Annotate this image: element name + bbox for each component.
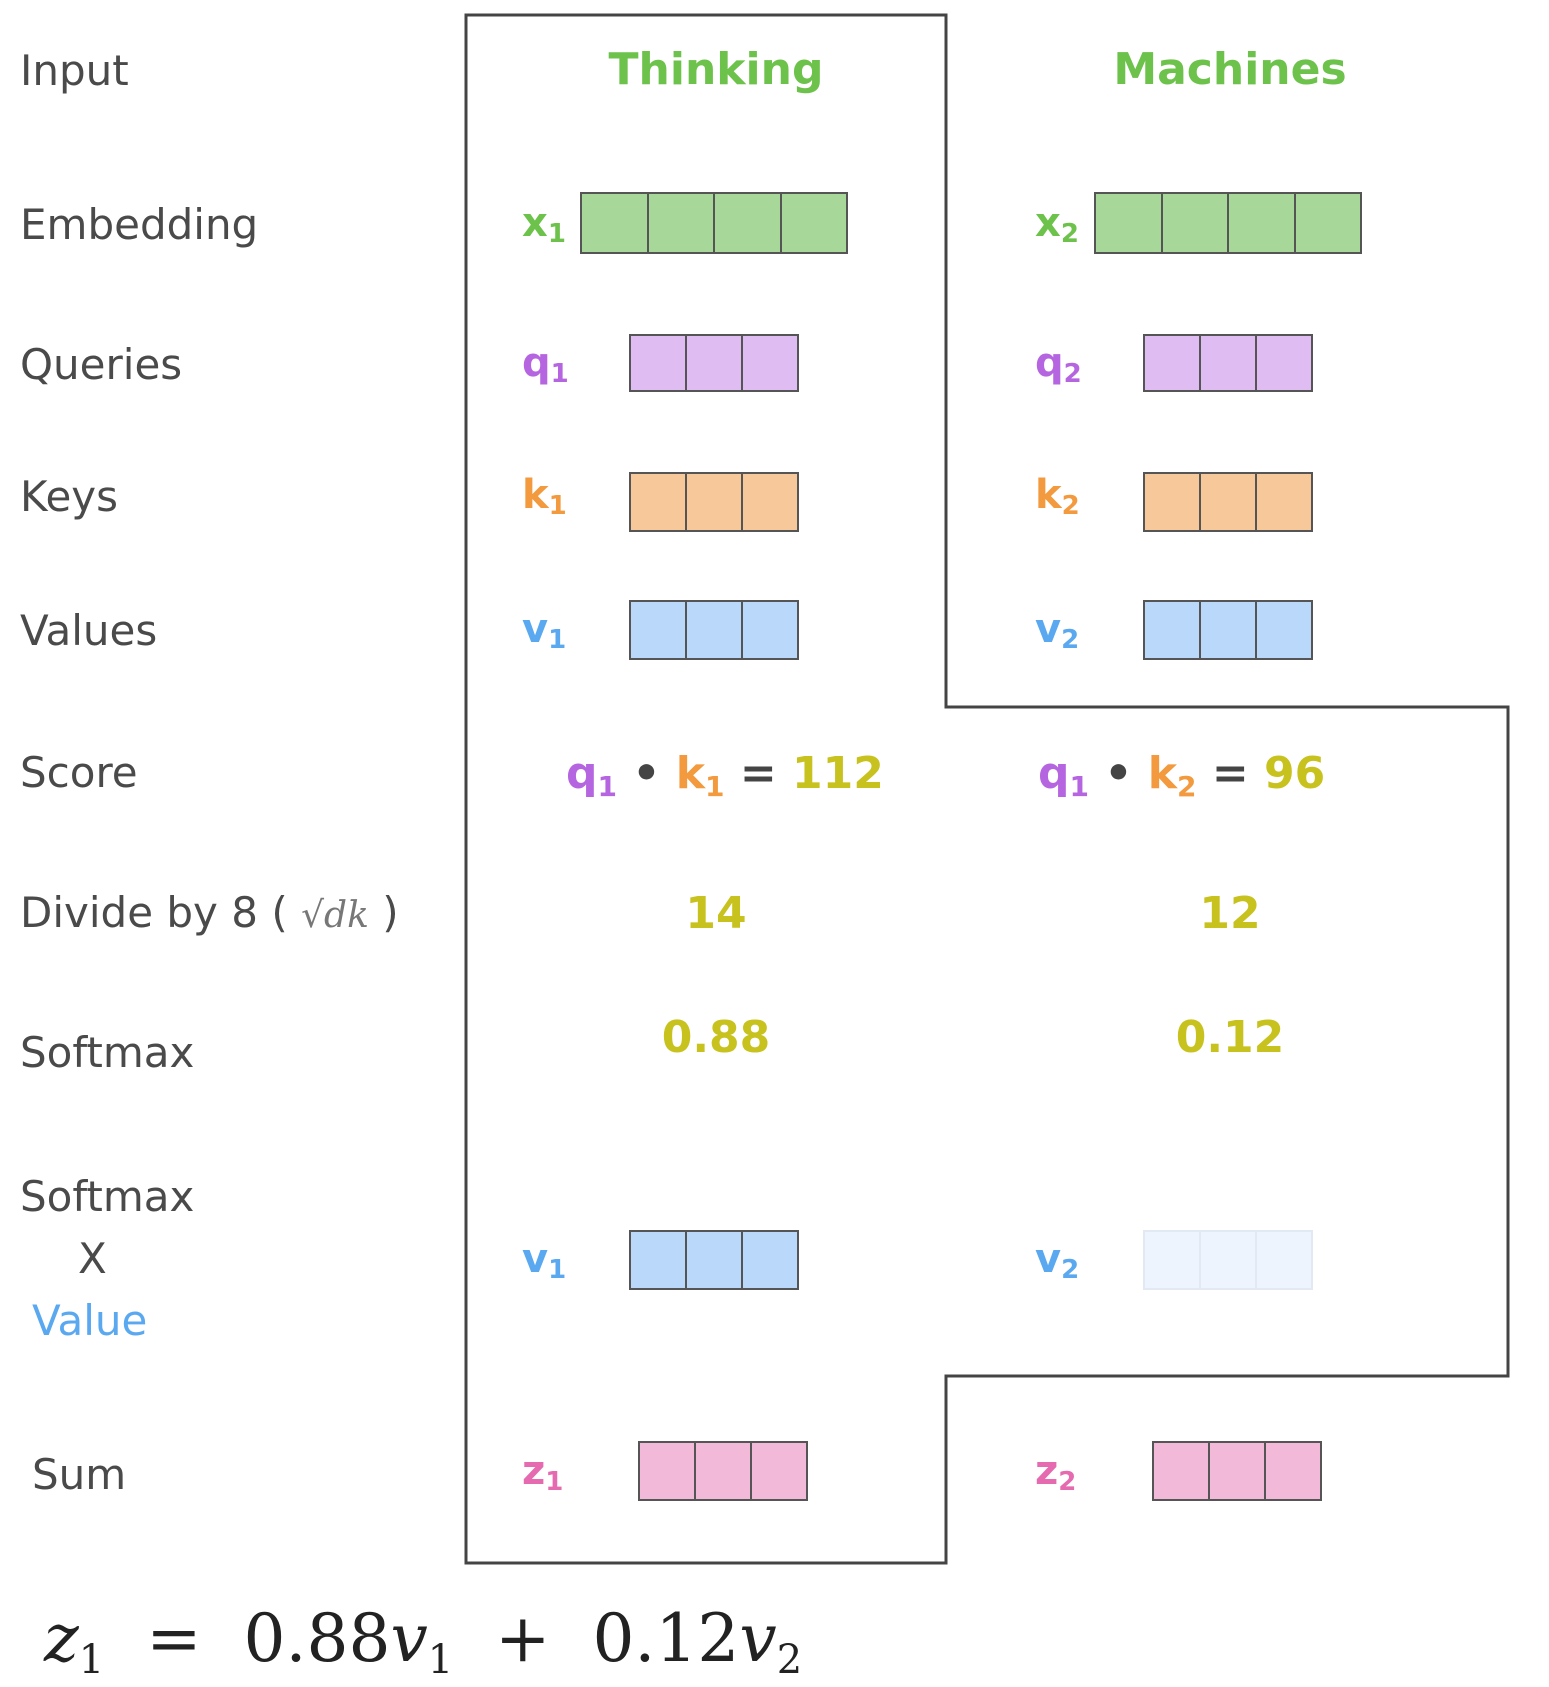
row-label-divide: Divide by 8 ( √dk ) xyxy=(20,888,399,937)
divide-prefix: Divide by 8 ( xyxy=(20,888,288,937)
weighted-v2-vector xyxy=(1143,1230,1313,1290)
q2-label: q2 xyxy=(1035,340,1082,389)
divided-score-1: 14 xyxy=(685,888,747,939)
word-thinking: Thinking xyxy=(608,44,824,95)
softmax-score-1: 0.88 xyxy=(661,1012,771,1063)
score-expression-2: q1 • k2 = 96 xyxy=(1038,748,1326,803)
row-label-embedding: Embedding xyxy=(20,200,259,249)
k1-vector xyxy=(629,472,799,532)
z1-vector xyxy=(638,1441,808,1501)
weighted-v1-label: v1 xyxy=(522,1236,567,1285)
z2-vector xyxy=(1152,1441,1322,1501)
row-label-keys: Keys xyxy=(20,472,119,521)
x2-vector xyxy=(1094,192,1362,254)
weighted-v1-vector xyxy=(629,1230,799,1290)
row-label-sum: Sum xyxy=(32,1450,127,1499)
row-label-softmax-x-value-2: X xyxy=(78,1234,107,1283)
x1-vector xyxy=(580,192,848,254)
x1-label: x1 xyxy=(522,200,566,249)
divide-suffix: ) xyxy=(382,888,399,937)
v1-label: v1 xyxy=(522,606,567,655)
row-label-values: Values xyxy=(20,606,158,655)
score-value-2: 96 xyxy=(1264,748,1326,799)
row-label-softmax-x-value-1: Softmax xyxy=(20,1172,195,1221)
divided-score-2: 12 xyxy=(1199,888,1261,939)
z1-label: z1 xyxy=(522,1448,564,1497)
row-label-softmax-x-value-3: Value xyxy=(32,1296,148,1345)
v1-vector xyxy=(629,600,799,660)
score-expression-1: q1 • k1 = 112 xyxy=(566,748,884,803)
word-machines: Machines xyxy=(1113,44,1347,95)
x2-label: x2 xyxy=(1035,200,1079,249)
q1-vector xyxy=(629,334,799,392)
row-label-score: Score xyxy=(20,748,138,797)
q1-label: q1 xyxy=(522,340,569,389)
v2-label: v2 xyxy=(1035,606,1080,655)
output-formula: z1 = 0.88v1 + 0.12v2 xyxy=(44,1600,803,1683)
score-value-1: 112 xyxy=(792,748,884,799)
k2-vector xyxy=(1143,472,1313,532)
sqrt-dk: √dk xyxy=(301,895,369,936)
outline-path xyxy=(464,13,1510,1565)
row-label-queries: Queries xyxy=(20,340,183,389)
k1-label: k1 xyxy=(522,472,567,521)
softmax-score-2: 0.12 xyxy=(1175,1012,1285,1063)
weighted-v2-label: v2 xyxy=(1035,1236,1080,1285)
k2-label: k2 xyxy=(1035,472,1080,521)
z2-label: z2 xyxy=(1035,1448,1077,1497)
q2-vector xyxy=(1143,334,1313,392)
v2-vector xyxy=(1143,600,1313,660)
row-label-softmax: Softmax xyxy=(20,1028,195,1077)
row-label-input: Input xyxy=(20,46,129,95)
